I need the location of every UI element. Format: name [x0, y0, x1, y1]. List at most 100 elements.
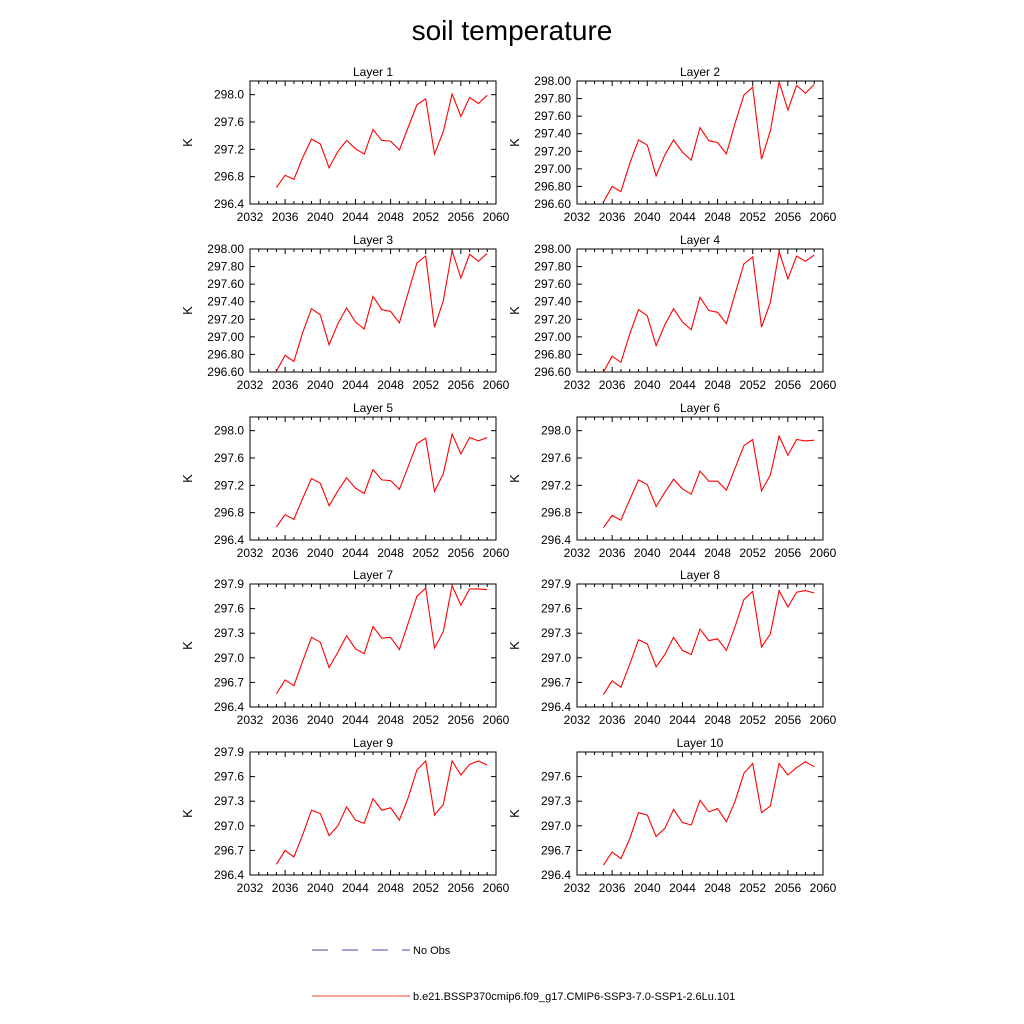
y-tick-label: 297.80 — [207, 260, 244, 274]
x-tick-label: 2036 — [599, 378, 626, 392]
x-tick-label: 2044 — [669, 713, 696, 727]
y-axis-label: K — [507, 306, 522, 315]
y-tick-label: 296.7 — [541, 843, 571, 857]
x-tick-label: 2036 — [599, 546, 626, 560]
y-tick-label: 297.2 — [214, 478, 244, 492]
x-tick-label: 2032 — [237, 881, 264, 895]
x-tick-label: 2052 — [739, 210, 766, 224]
y-tick-label: 297.0 — [214, 819, 244, 833]
x-tick-label: 2060 — [483, 378, 510, 392]
y-tick-label: 297.00 — [534, 330, 571, 344]
series-line — [275, 432, 488, 528]
x-tick-label: 2060 — [810, 713, 837, 727]
y-tick-label: 296.4 — [214, 868, 244, 882]
plot-frame — [576, 248, 824, 373]
y-tick-label: 296.80 — [534, 179, 571, 193]
x-tick-label: 2060 — [810, 881, 837, 895]
plot-frame — [249, 248, 497, 373]
x-tick-label: 2056 — [775, 378, 802, 392]
x-tick-label: 2052 — [739, 378, 766, 392]
y-tick-label: 296.60 — [534, 365, 571, 379]
y-tick-label: 296.60 — [534, 197, 571, 211]
x-tick-label: 2060 — [810, 546, 837, 560]
y-tick-label: 297.60 — [534, 277, 571, 291]
figure-title: soil temperature — [412, 15, 613, 46]
x-tick-label: 2040 — [634, 210, 661, 224]
series-line — [602, 434, 815, 529]
x-tick-label: 2060 — [483, 713, 510, 727]
x-tick-label: 2036 — [272, 210, 299, 224]
x-tick-label: 2060 — [483, 546, 510, 560]
panel-title: Layer 4 — [680, 233, 720, 247]
x-tick-label: 2044 — [342, 210, 369, 224]
x-tick-label: 2040 — [634, 378, 661, 392]
plot-frame — [576, 583, 824, 708]
series-line — [602, 81, 815, 203]
panel-title: Layer 9 — [353, 736, 393, 750]
x-tick-label: 2032 — [564, 378, 591, 392]
series-line — [275, 759, 488, 865]
panel-title: Layer 10 — [677, 736, 724, 750]
y-tick-label: 296.4 — [541, 868, 571, 882]
x-tick-label: 2040 — [307, 713, 334, 727]
x-tick-label: 2044 — [342, 546, 369, 560]
y-tick-label: 297.20 — [534, 144, 571, 158]
x-tick-label: 2044 — [342, 713, 369, 727]
x-tick-label: 2052 — [739, 546, 766, 560]
panel-title: Layer 3 — [353, 233, 393, 247]
panels: Layer 1 K 2032 2036 2040 2044 2048 2052 2056 2060… — [180, 65, 837, 895]
chart-panel-2: Layer 2 K 2032 2036 2040 2044 2048 2052 2056 2060… — [507, 65, 837, 224]
x-tick-label: 2060 — [483, 881, 510, 895]
x-tick-label: 2032 — [237, 210, 264, 224]
legend-item-no-obs: No Obs — [312, 945, 451, 957]
x-tick-label: 2048 — [704, 210, 731, 224]
y-tick-label: 297.2 — [214, 142, 244, 156]
panel-title: Layer 5 — [353, 401, 393, 415]
y-tick-label: 297.3 — [541, 626, 571, 640]
y-tick-label: 298.00 — [534, 242, 571, 256]
series-line — [275, 92, 488, 188]
y-axis-label: K — [180, 138, 195, 147]
x-tick-label: 2044 — [342, 378, 369, 392]
x-tick-label: 2036 — [272, 881, 299, 895]
x-tick-label: 2048 — [377, 881, 404, 895]
x-tick-label: 2032 — [564, 546, 591, 560]
panel-title: Layer 2 — [680, 65, 720, 79]
chart-panel-8: Layer 8 K 2032 2036 2040 2044 2048 2052 2056 2060… — [507, 568, 837, 727]
x-tick-label: 2048 — [704, 881, 731, 895]
series-line — [602, 761, 815, 866]
y-tick-label: 298.0 — [214, 88, 244, 102]
y-tick-label: 297.0 — [541, 651, 571, 665]
x-tick-label: 2032 — [564, 210, 591, 224]
plot-frame — [576, 80, 824, 205]
y-tick-label: 297.3 — [214, 626, 244, 640]
legend-no-obs-label: No Obs — [413, 945, 451, 957]
chart-panel-1: Layer 1 K 2032 2036 2040 2044 2048 2052 2056 2060… — [180, 65, 510, 224]
x-tick-label: 2032 — [564, 881, 591, 895]
x-tick-label: 2040 — [307, 546, 334, 560]
x-tick-label: 2060 — [810, 210, 837, 224]
x-tick-label: 2048 — [377, 210, 404, 224]
y-tick-label: 296.7 — [214, 843, 244, 857]
y-tick-label: 297.9 — [214, 577, 244, 591]
y-tick-label: 297.00 — [207, 330, 244, 344]
x-tick-label: 2040 — [307, 881, 334, 895]
x-tick-label: 2036 — [599, 713, 626, 727]
y-tick-label: 297.40 — [534, 127, 571, 141]
y-tick-label: 298.0 — [541, 424, 571, 438]
x-tick-label: 2044 — [669, 378, 696, 392]
x-tick-label: 2048 — [377, 378, 404, 392]
x-tick-label: 2040 — [634, 881, 661, 895]
chart-panel-7: Layer 7 K 2032 2036 2040 2044 2048 2052 2056 2060… — [180, 568, 510, 727]
y-tick-label: 296.4 — [541, 700, 571, 714]
x-tick-label: 2060 — [483, 210, 510, 224]
y-tick-label: 297.0 — [214, 651, 244, 665]
y-tick-label: 297.6 — [214, 451, 244, 465]
chart-panel-4: Layer 4 K 2032 2036 2040 2044 2048 2052 2056 2060… — [507, 233, 837, 392]
x-tick-label: 2052 — [739, 713, 766, 727]
x-tick-label: 2056 — [448, 210, 475, 224]
y-tick-label: 297.6 — [214, 115, 244, 129]
y-tick-label: 297.40 — [534, 295, 571, 309]
panel-title: Layer 7 — [353, 568, 393, 582]
